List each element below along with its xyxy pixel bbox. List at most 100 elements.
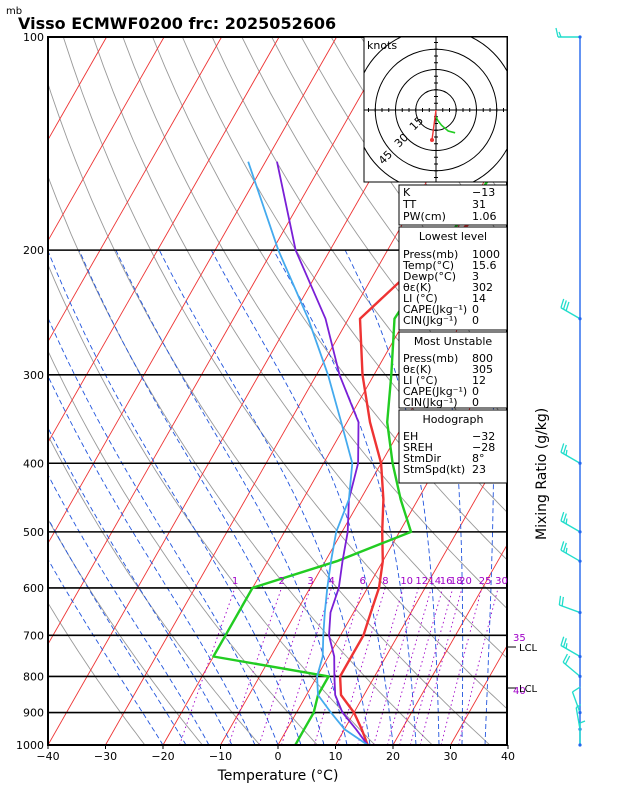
temperature-tick: −20 <box>151 750 174 763</box>
pressure-tick-labels: 100 200 300 400 500 600 700 800 900 1000 <box>16 31 44 752</box>
isotherm <box>335 443 507 745</box>
wind-barb-flag <box>565 643 568 649</box>
wind-barb-flag <box>565 518 568 524</box>
mixing-ratio-label: 20 <box>459 576 472 587</box>
temperature-profile <box>338 194 507 745</box>
hodograph-heading: Hodograph <box>423 413 484 426</box>
isotherm <box>48 37 337 545</box>
mixing-ratio-label: 10 <box>400 576 413 587</box>
dry-adiabat <box>48 263 376 745</box>
lowest-level-heading: Lowest level <box>419 230 487 243</box>
wind-level-dot <box>578 461 582 465</box>
hodograph <box>364 37 507 182</box>
wind-barb-flag <box>555 27 559 38</box>
parcel_moist-profile <box>247 161 369 745</box>
hodograph-units: knots <box>367 39 397 52</box>
mixing-ratio-label: 8 <box>382 576 388 587</box>
most-unstable-label: Press(mb) <box>403 352 458 365</box>
hodograph-panel-label: StmSpd(kt) <box>403 463 465 476</box>
lowest-level-value: 14 <box>472 292 486 305</box>
mixing-ratio-line <box>387 587 432 745</box>
profiles <box>212 151 507 745</box>
most-unstable-value: 305 <box>472 363 493 376</box>
wind-level-dot <box>578 743 582 747</box>
lowest-level-label: Dewp(°C) <box>403 270 456 283</box>
isotherm <box>48 37 107 141</box>
mixing-ratio-label: 4 <box>329 576 335 587</box>
tt-index-label: TT <box>402 198 417 211</box>
isotherm <box>48 37 280 444</box>
lowest-level-label: Temp(°C) <box>402 259 454 272</box>
temperature-tick: 0 <box>275 750 282 763</box>
hodograph-panel-label: SREH <box>403 441 433 454</box>
mixing-ratio-label: 14 <box>428 576 441 587</box>
mixing-ratio-label: 3 <box>307 576 313 587</box>
wind-barb-flag <box>561 596 564 607</box>
wind-barb-shaft <box>560 307 581 320</box>
mixing-ratio-line <box>440 587 483 745</box>
mixing-ratio-line <box>419 587 463 745</box>
isotherm <box>392 544 507 745</box>
wind-barbs <box>555 27 586 747</box>
moist-adiabat <box>48 375 256 745</box>
mixing-ratio-label: 30 <box>495 576 508 587</box>
most-unstable-label: LI (°C) <box>403 374 438 387</box>
dry-adiabat <box>211 37 507 467</box>
lowest-level-value: 15.6 <box>472 259 497 272</box>
temperature-tick: −10 <box>209 750 232 763</box>
hodograph-trace <box>435 116 456 134</box>
hodograph-panel-rows: EH −32 SREH −28 StmDir 8° StmSpd(kt) 23 <box>403 430 495 476</box>
mixing-ratio-label: 1 <box>232 576 238 587</box>
temperature-tick: 20 <box>386 750 400 763</box>
moist-adiabat <box>210 249 394 745</box>
pw-label: PW(cm) <box>403 210 446 223</box>
lowest-level-rows: Press(mb) 1000 Temp(°C) 15.6 Dewp(°C) 3 θε(K) 3… <box>402 248 500 327</box>
dry-adiabat <box>48 602 146 745</box>
temperature-tick: −30 <box>94 750 117 763</box>
isotherm <box>48 37 222 343</box>
lowest-level-label: Press(mb) <box>403 248 458 261</box>
most-unstable-value: 0 <box>472 396 479 409</box>
hodograph-panel <box>398 409 508 484</box>
isotherm <box>48 37 395 646</box>
storm-motion-point <box>430 138 434 142</box>
temperature-tick: 30 <box>444 750 458 763</box>
pressure-tick: 500 <box>23 526 44 539</box>
pressure-tick: 300 <box>23 369 44 382</box>
wind-level-dot <box>578 35 582 39</box>
wind-barb-flag <box>564 655 571 665</box>
pressure-tick: 400 <box>23 457 44 470</box>
lowest-level-label: LI (°C) <box>403 292 438 305</box>
dry-adiabat <box>62 37 507 710</box>
isotherm <box>48 37 165 242</box>
most-unstable-label: CIN(Jkg⁻¹) <box>403 396 458 409</box>
hodograph-panel-label: StmDir <box>403 452 442 465</box>
dry-adiabat <box>540 37 618 745</box>
wind-level-dot <box>578 711 582 715</box>
mixing-ratio-label: 16 <box>440 576 453 587</box>
mixing-ratio-line <box>281 587 332 745</box>
most-unstable-panel <box>398 331 508 409</box>
most-unstable-value: 0 <box>472 385 479 398</box>
k-index-value: −13 <box>472 186 495 199</box>
wind-barb-shaft <box>559 604 581 614</box>
dry-adiabat <box>181 37 507 513</box>
wind-barb-shaft <box>560 520 581 533</box>
wind-barb-shaft <box>560 644 581 658</box>
lowest-level-label: CIN(Jkg⁻¹) <box>403 314 458 327</box>
pressure-tick: 200 <box>23 244 44 257</box>
most-unstable-rows: Press(mb) 800 θε(K) 305 LI (°C) 12 CAPE(Jkg⁻¹)… <box>403 352 493 409</box>
pressure-tick: 900 <box>23 707 44 720</box>
mixing-ratio-label: 25 <box>479 576 492 587</box>
mixing-ratio-line <box>357 587 404 745</box>
mixing-ratio-label: 18 <box>450 576 463 587</box>
wind-barb-flag <box>575 704 582 709</box>
lowest-level-value: 3 <box>472 270 479 283</box>
pressure-tick: 700 <box>23 629 44 642</box>
wind-barb-flag <box>562 300 567 310</box>
pressure-tick: 600 <box>23 582 44 595</box>
wind-barb-flag <box>562 513 567 523</box>
hodograph-panel-value: −28 <box>472 441 495 454</box>
lowest-level-panel <box>398 226 508 331</box>
